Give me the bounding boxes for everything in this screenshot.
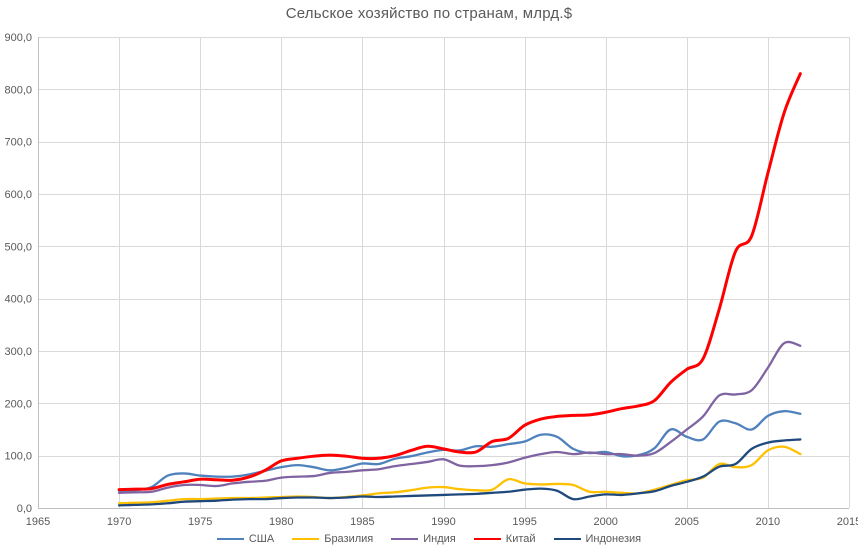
legend-item-brazil: Бразилия <box>292 533 373 545</box>
x-tick-label: 2015 <box>837 516 858 528</box>
chart-title: Сельское хозяйство по странам, млрд.$ <box>285 5 573 22</box>
legend-item-china: Китай <box>473 533 536 545</box>
x-tick-label: 1995 <box>512 516 536 528</box>
y-tick-label: 700,0 <box>4 137 32 149</box>
y-tick-label: 800,0 <box>4 84 32 96</box>
x-tick-label: 1980 <box>269 516 293 528</box>
x-tick-label: 2000 <box>593 516 617 528</box>
axis-lines <box>38 37 849 509</box>
series-line-india <box>117 340 802 494</box>
series-line-brazil <box>117 445 802 505</box>
legend-label-brazil: Бразилия <box>324 533 374 545</box>
x-tick-label: 1965 <box>26 516 50 528</box>
legend-item-india: Индия <box>391 533 456 545</box>
y-tick-label: 300,0 <box>4 346 32 358</box>
series-line-indonesia <box>117 438 802 507</box>
y-tick-label: 500,0 <box>4 241 32 253</box>
series-line-usa <box>117 410 802 492</box>
x-tick-label: 1970 <box>107 516 131 528</box>
legend-swatch-india <box>391 538 419 540</box>
legend-label-usa: США <box>248 533 275 545</box>
x-tick-label: 1975 <box>188 516 212 528</box>
legend-swatch-indonesia <box>553 538 581 540</box>
legend-swatch-china <box>473 538 501 540</box>
legend-item-usa: США <box>216 533 275 545</box>
x-tick-label: 1985 <box>350 516 374 528</box>
legend-swatch-brazil <box>292 538 320 540</box>
x-tick-label: 2005 <box>675 516 699 528</box>
y-tick-label: 200,0 <box>4 398 32 410</box>
series-line-china <box>117 72 802 492</box>
legend-item-indonesia: Индонезия <box>553 533 642 545</box>
y-tick-label: 900,0 <box>4 32 32 44</box>
x-tick-label: 1990 <box>431 516 455 528</box>
legend-label-china: Китай <box>505 533 536 545</box>
y-tick-label: 100,0 <box>4 451 32 463</box>
x-tick-label: 2010 <box>756 516 780 528</box>
y-tick-label: 0,0 <box>17 503 32 515</box>
legend-swatch-usa <box>216 538 244 540</box>
legend-label-indonesia: Индонезия <box>585 533 642 545</box>
legend-label-india: Индия <box>423 533 456 545</box>
y-tick-label: 400,0 <box>4 294 32 306</box>
y-tick-label: 600,0 <box>4 189 32 201</box>
chart-legend: США Бразилия Индия Китай Индонезия <box>0 533 858 545</box>
